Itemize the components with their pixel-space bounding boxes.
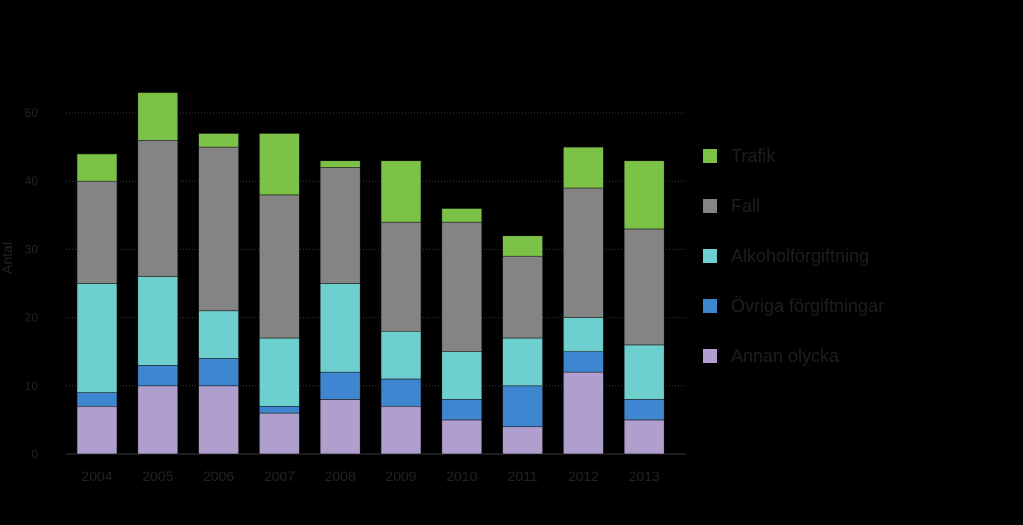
bar-segment — [380, 405, 422, 455]
y-axis-label: Antal — [0, 242, 15, 274]
y-tick-label: 10 — [25, 379, 39, 393]
legend-label: Trafik — [731, 146, 776, 166]
bar-segment — [441, 419, 483, 455]
x-tick-label: 2008 — [325, 468, 356, 484]
bar-segment — [502, 235, 543, 257]
bar-segment — [563, 146, 604, 189]
bar-segment — [76, 283, 118, 393]
bar-segment — [563, 371, 604, 455]
legend-swatch — [703, 199, 717, 213]
bar-segment — [137, 365, 179, 387]
x-tick-label: 2005 — [142, 468, 173, 484]
bar-segment — [137, 276, 179, 366]
x-axis-ticks: 2004 2005 2006 2007 2008 2009 2010 2011 2012 2013 — [81, 468, 660, 484]
y-axis-ticks: 0 10 20 30 40 50 — [25, 106, 39, 461]
bar-segment — [198, 146, 239, 312]
bar-segment — [198, 385, 239, 455]
legend-label: Fall — [731, 196, 760, 216]
bar-segment — [319, 167, 361, 284]
bar-segment — [198, 358, 239, 387]
bar-segment — [137, 139, 179, 277]
x-tick-label: 2004 — [81, 468, 112, 484]
bar-segment — [380, 330, 422, 380]
y-tick-label: 40 — [25, 174, 39, 188]
legend-swatch — [703, 249, 717, 263]
bar-segment — [259, 133, 300, 196]
bar-segment — [380, 221, 422, 332]
bar-segment — [137, 92, 179, 141]
bar-segment — [198, 310, 239, 359]
bar-segment — [502, 337, 543, 387]
bar-segment — [563, 187, 604, 318]
bar-segment — [502, 385, 543, 428]
y-tick-label: 30 — [25, 242, 39, 256]
bar-segment — [259, 337, 300, 407]
y-tick-label: 0 — [31, 447, 38, 461]
legend: Trafik Fall Alkoholförgiftning Övriga förgi… — [703, 146, 884, 366]
bar-segment — [623, 160, 665, 230]
bar-segment — [319, 399, 361, 455]
bar-segment — [441, 221, 483, 352]
x-tick-label: 2009 — [385, 468, 416, 484]
x-tick-label: 2006 — [203, 468, 234, 484]
bar-segment — [380, 160, 422, 223]
x-tick-label: 2011 — [508, 468, 538, 484]
bar-segment — [76, 153, 118, 182]
bar-segment — [563, 351, 604, 373]
bar-segment — [76, 392, 118, 407]
bar-segment — [319, 283, 361, 373]
y-tick-label: 50 — [25, 106, 39, 120]
x-tick-label: 2012 — [568, 468, 599, 484]
bar-segment — [380, 378, 422, 407]
bar-segment — [623, 228, 665, 346]
legend-label: Övriga förgiftningar — [731, 296, 884, 316]
bar-segment — [623, 344, 665, 400]
x-tick-label: 2010 — [446, 468, 477, 484]
bar-segment — [76, 405, 118, 455]
legend-label: Annan olycka — [731, 346, 840, 366]
bar-segment — [259, 405, 300, 414]
bar-segment — [441, 208, 483, 223]
bars — [76, 92, 665, 455]
x-tick-label: 2007 — [264, 468, 295, 484]
bar-segment — [76, 180, 118, 284]
legend-swatch — [703, 299, 717, 313]
x-tick-label: 2013 — [629, 468, 660, 484]
bar-segment — [623, 399, 665, 421]
bar-segment — [259, 194, 300, 339]
bar-segment — [319, 160, 361, 168]
legend-swatch — [703, 349, 717, 363]
legend-label: Alkoholförgiftning — [731, 246, 869, 266]
bar-segment — [441, 351, 483, 400]
y-tick-label: 20 — [25, 311, 39, 325]
bar-segment — [137, 385, 179, 455]
bar-segment — [502, 255, 543, 339]
bar-segment — [502, 426, 543, 455]
bar-segment — [319, 371, 361, 400]
legend-swatch — [703, 149, 717, 163]
bar-segment — [198, 133, 239, 148]
bar-segment — [563, 317, 604, 353]
bar-segment — [259, 412, 300, 455]
bar-segment — [441, 399, 483, 421]
bar-segment — [623, 419, 665, 455]
